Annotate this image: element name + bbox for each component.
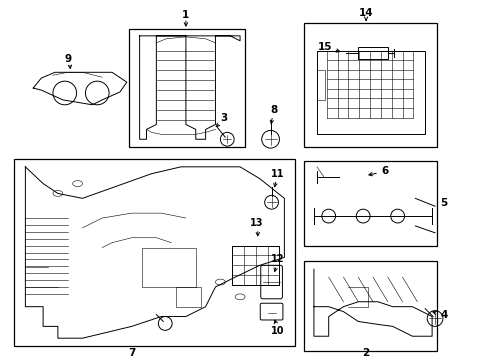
Text: 13: 13 (249, 218, 263, 228)
Text: 8: 8 (269, 105, 277, 115)
Text: 14: 14 (358, 8, 373, 18)
Text: 9: 9 (64, 54, 71, 63)
Text: 3: 3 (220, 113, 227, 123)
Text: 10: 10 (270, 326, 284, 336)
Text: 1: 1 (182, 10, 189, 20)
Bar (316, 70, 324, 100)
Bar (358, 47, 387, 59)
Bar (304, 261, 436, 351)
Text: 15: 15 (317, 42, 331, 52)
Text: 5: 5 (439, 198, 447, 208)
Text: 4: 4 (439, 310, 447, 320)
Text: 12: 12 (270, 255, 284, 264)
Bar (128, 29, 244, 147)
Bar (316, 51, 425, 134)
Bar (142, 248, 195, 287)
Bar (232, 246, 279, 285)
Text: 6: 6 (381, 166, 387, 176)
Text: 11: 11 (270, 169, 284, 179)
Bar (304, 23, 436, 147)
Text: 7: 7 (128, 348, 135, 358)
Bar (304, 161, 436, 246)
Text: 2: 2 (362, 348, 369, 358)
Bar (176, 287, 200, 307)
Bar (14, 159, 295, 346)
